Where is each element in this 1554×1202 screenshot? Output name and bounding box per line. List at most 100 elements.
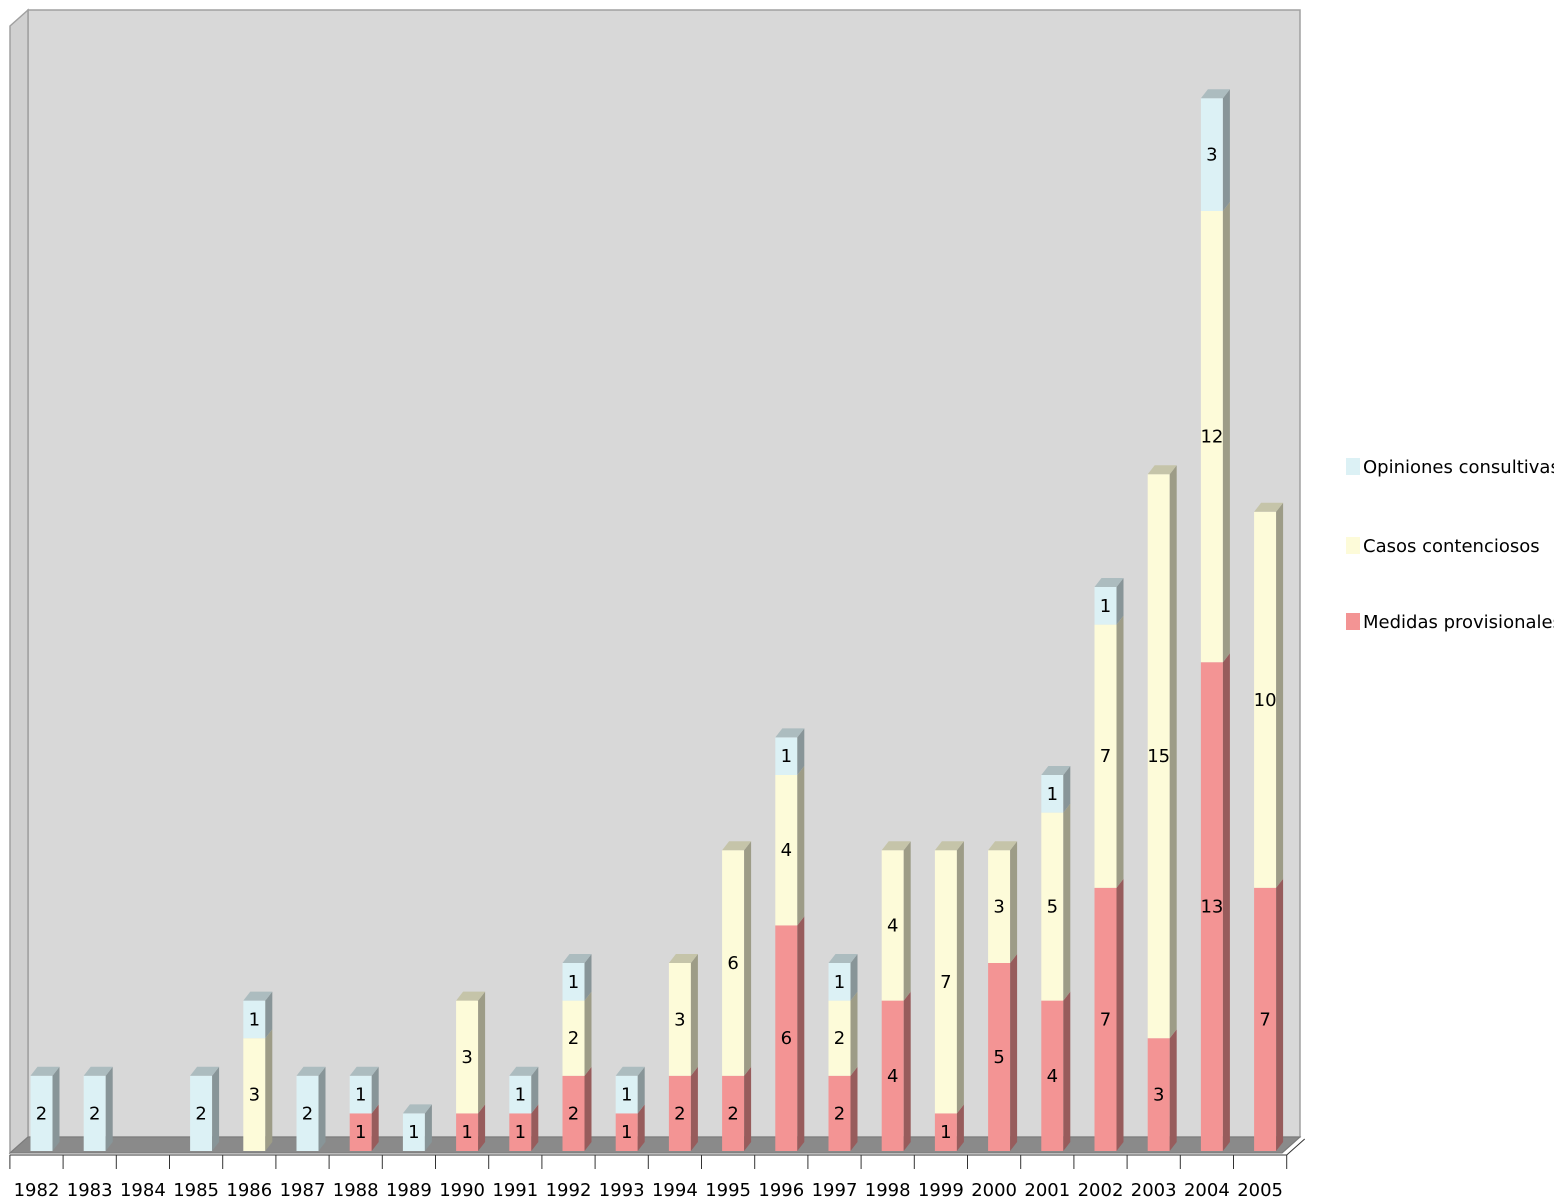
bar-segment-side [690, 1066, 698, 1151]
data-label: 2 [302, 1103, 313, 1124]
bar-segment-side [1063, 991, 1071, 1151]
bar-segment [243, 1038, 266, 1151]
bar-segment-side [744, 1066, 752, 1151]
data-label: 1 [515, 1085, 526, 1106]
bar-segment-side [265, 1029, 273, 1151]
data-label: 1 [249, 1009, 260, 1030]
legend: Opiniones consultivas Casos contenciosos M… [1346, 457, 1554, 633]
legend-item: Opiniones consultivas [1346, 457, 1554, 478]
bar-top [775, 728, 805, 738]
data-label: 15 [1147, 746, 1170, 767]
data-label: 5 [993, 1047, 1004, 1068]
bar-stack-1994: 23 [668, 954, 698, 1151]
x-tick-label: 2000 [971, 1180, 1017, 1201]
x-tick-label: 1988 [333, 1180, 379, 1201]
data-label: 2 [727, 1103, 738, 1124]
bar-segment [775, 925, 798, 1151]
bar-segment-side [637, 1104, 645, 1151]
bar-stack-1991: 11 [509, 1066, 539, 1151]
bar-stack-1986: 31 [243, 991, 273, 1151]
bar-top [881, 841, 911, 851]
bar-top [30, 1066, 60, 1076]
data-label: 4 [887, 915, 898, 936]
bar-segment [402, 1113, 425, 1151]
bar-segment [456, 1113, 479, 1151]
data-label: 7 [1100, 746, 1111, 767]
bar-segment [1254, 887, 1277, 1151]
bar-segment-side [1063, 766, 1071, 813]
data-label: 1 [834, 972, 845, 993]
bar-stack-1995: 26 [722, 841, 752, 1151]
bar-segment-side [531, 1104, 539, 1151]
data-label: 3 [249, 1085, 260, 1106]
data-label: 3 [993, 897, 1004, 918]
bar-segment [934, 850, 957, 1114]
data-label: 2 [674, 1103, 685, 1124]
bar-segment-side [478, 991, 486, 1114]
data-label: 5 [1047, 897, 1058, 918]
data-label: 1 [515, 1122, 526, 1143]
bar-segment-side [797, 916, 805, 1151]
bar-segment [1041, 775, 1064, 813]
bar-stack-1999: 17 [934, 841, 964, 1151]
bar-segment [509, 1075, 532, 1114]
bar-stack-2005: 7 10 [1254, 502, 1284, 1151]
x-tick-label: 1998 [865, 1180, 911, 1201]
data-label: 1 [408, 1122, 419, 1143]
x-tick-label: 1985 [173, 1180, 219, 1201]
bar-stack-1987: 2 [296, 1066, 326, 1151]
data-label: 6 [781, 1028, 792, 1049]
bar-segment-side [318, 1066, 326, 1151]
bar-segment-side [1222, 653, 1230, 1151]
bar-segment-side [637, 1066, 645, 1114]
bar-segment [775, 775, 798, 926]
bar-stack-1985: 2 [190, 1066, 220, 1151]
data-label: 1 [568, 972, 579, 993]
bar-segment-side [850, 1066, 858, 1151]
bar-segment-side [478, 1104, 486, 1151]
bar-segment-side [1010, 841, 1018, 963]
bar-segment [349, 1075, 372, 1114]
bar-segment [1254, 511, 1277, 888]
x-tick-label: 1982 [14, 1180, 60, 1201]
bar-top [190, 1066, 220, 1076]
bar-segment [828, 1075, 851, 1151]
bar-segment-side [903, 991, 911, 1151]
bar-segment [828, 963, 851, 1001]
data-label: 3 [674, 1009, 685, 1030]
data-label: 1 [1047, 784, 1058, 805]
data-label: 12 [1200, 427, 1223, 448]
data-label: 1 [621, 1085, 632, 1106]
bar-segment-side [850, 991, 858, 1076]
bar-segment [1041, 812, 1064, 1001]
data-label: 4 [1047, 1066, 1058, 1087]
bar-segment [1041, 1000, 1064, 1151]
x-tick-label: 1995 [705, 1180, 751, 1201]
legend-swatch [1346, 537, 1360, 554]
bar-segment-side [1116, 878, 1124, 1151]
data-label: 1 [1100, 596, 1111, 617]
back-wall [27, 9, 1301, 1138]
bar-top [1147, 465, 1177, 475]
bar-segment [1200, 211, 1223, 663]
bar-segment [988, 850, 1011, 963]
bar-segment [349, 1113, 372, 1151]
side-wall [9, 8, 29, 1155]
data-label: 3 [1206, 145, 1217, 166]
bar-segment [1200, 98, 1223, 211]
bar-stack-1983: 2 [83, 1066, 113, 1151]
x-tick-label: 1994 [652, 1180, 698, 1201]
bar-segment-side [1169, 1029, 1177, 1151]
bar-segment [30, 1075, 53, 1151]
bar-stack-1998: 44 [881, 841, 911, 1151]
data-label: 3 [1153, 1085, 1164, 1106]
bar-top [456, 991, 486, 1001]
legend-label: Medidas provisionales [1363, 612, 1554, 633]
legend-label: Opiniones consultivas [1363, 457, 1554, 478]
x-tick-label: 1989 [386, 1180, 432, 1201]
data-label: 1 [355, 1122, 366, 1143]
data-label: 2 [568, 1028, 579, 1049]
data-label: 6 [727, 953, 738, 974]
bar-segment [562, 1075, 585, 1151]
x-tick-label: 1997 [812, 1180, 858, 1201]
